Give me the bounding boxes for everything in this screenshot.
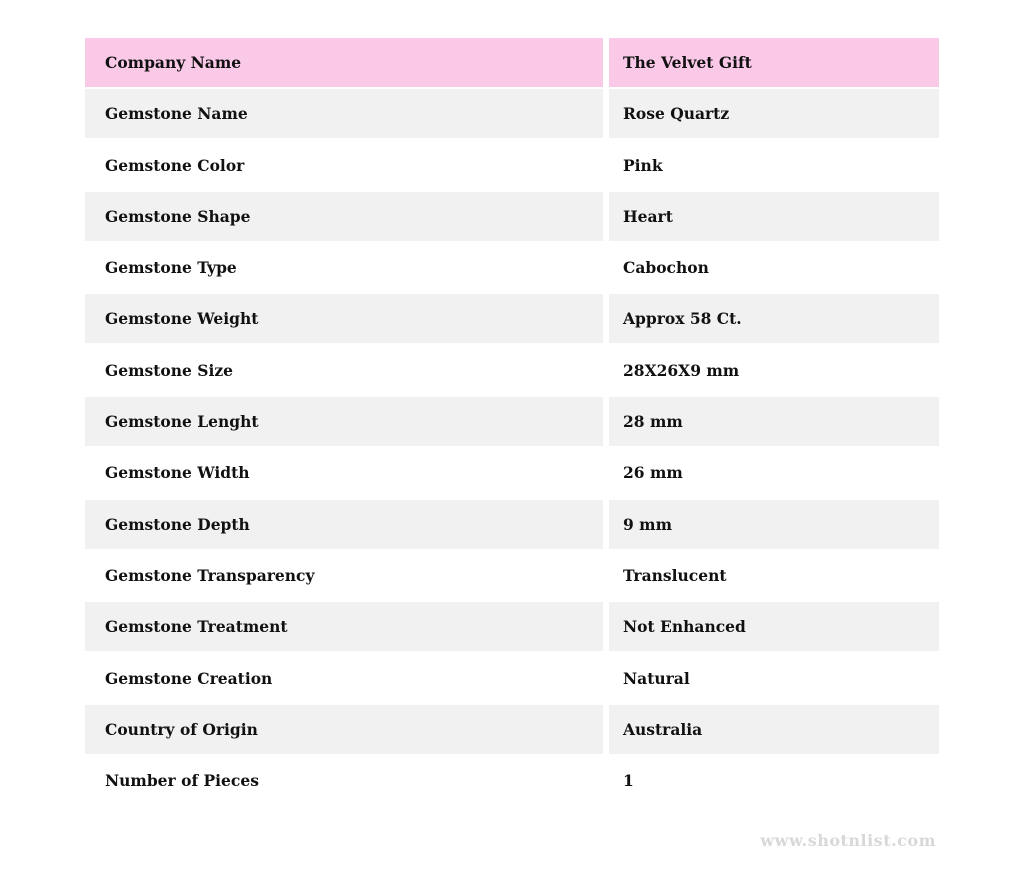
table-header-value: The Velvet Gift bbox=[609, 38, 939, 87]
table-row-label: Gemstone Type bbox=[85, 243, 603, 293]
table-row-value: 28X26X9 mm bbox=[609, 345, 939, 395]
table-row-value: Australia bbox=[609, 704, 939, 754]
table-row-label: Gemstone Creation bbox=[85, 653, 603, 703]
table-row-value: 1 bbox=[609, 756, 939, 806]
table-row-label: Gemstone Width bbox=[85, 448, 603, 498]
table-row-value: 26 mm bbox=[609, 448, 939, 498]
table-row-label: Gemstone Transparency bbox=[85, 550, 603, 600]
table-row-label: Gemstone Color bbox=[85, 140, 603, 190]
table-row-value: Translucent bbox=[609, 550, 939, 600]
table-row-label: Gemstone Lenght bbox=[85, 397, 603, 447]
table-row-value: Pink bbox=[609, 140, 939, 190]
table-row-label: Gemstone Depth bbox=[85, 499, 603, 549]
watermark-text: www.shotnlist.com bbox=[760, 831, 936, 850]
table-row-label: Number of Pieces bbox=[85, 756, 603, 806]
table-row-label: Gemstone Treatment bbox=[85, 602, 603, 652]
gemstone-spec-table: Company Name The Velvet Gift Gemstone Na… bbox=[85, 38, 939, 806]
table-header-label: Company Name bbox=[85, 38, 603, 87]
table-row-value: Cabochon bbox=[609, 243, 939, 293]
table-row-label: Gemstone Shape bbox=[85, 191, 603, 241]
table-row-value: Approx 58 Ct. bbox=[609, 294, 939, 344]
table-row-label: Gemstone Name bbox=[85, 89, 603, 139]
table-row-value: 28 mm bbox=[609, 397, 939, 447]
table-row-label: Gemstone Size bbox=[85, 345, 603, 395]
table-row-label: Gemstone Weight bbox=[85, 294, 603, 344]
table-row-value: Natural bbox=[609, 653, 939, 703]
table-row-label: Country of Origin bbox=[85, 704, 603, 754]
table-row-value: Not Enhanced bbox=[609, 602, 939, 652]
table-row-value: Rose Quartz bbox=[609, 89, 939, 139]
table-row-value: Heart bbox=[609, 191, 939, 241]
table-row-value: 9 mm bbox=[609, 499, 939, 549]
